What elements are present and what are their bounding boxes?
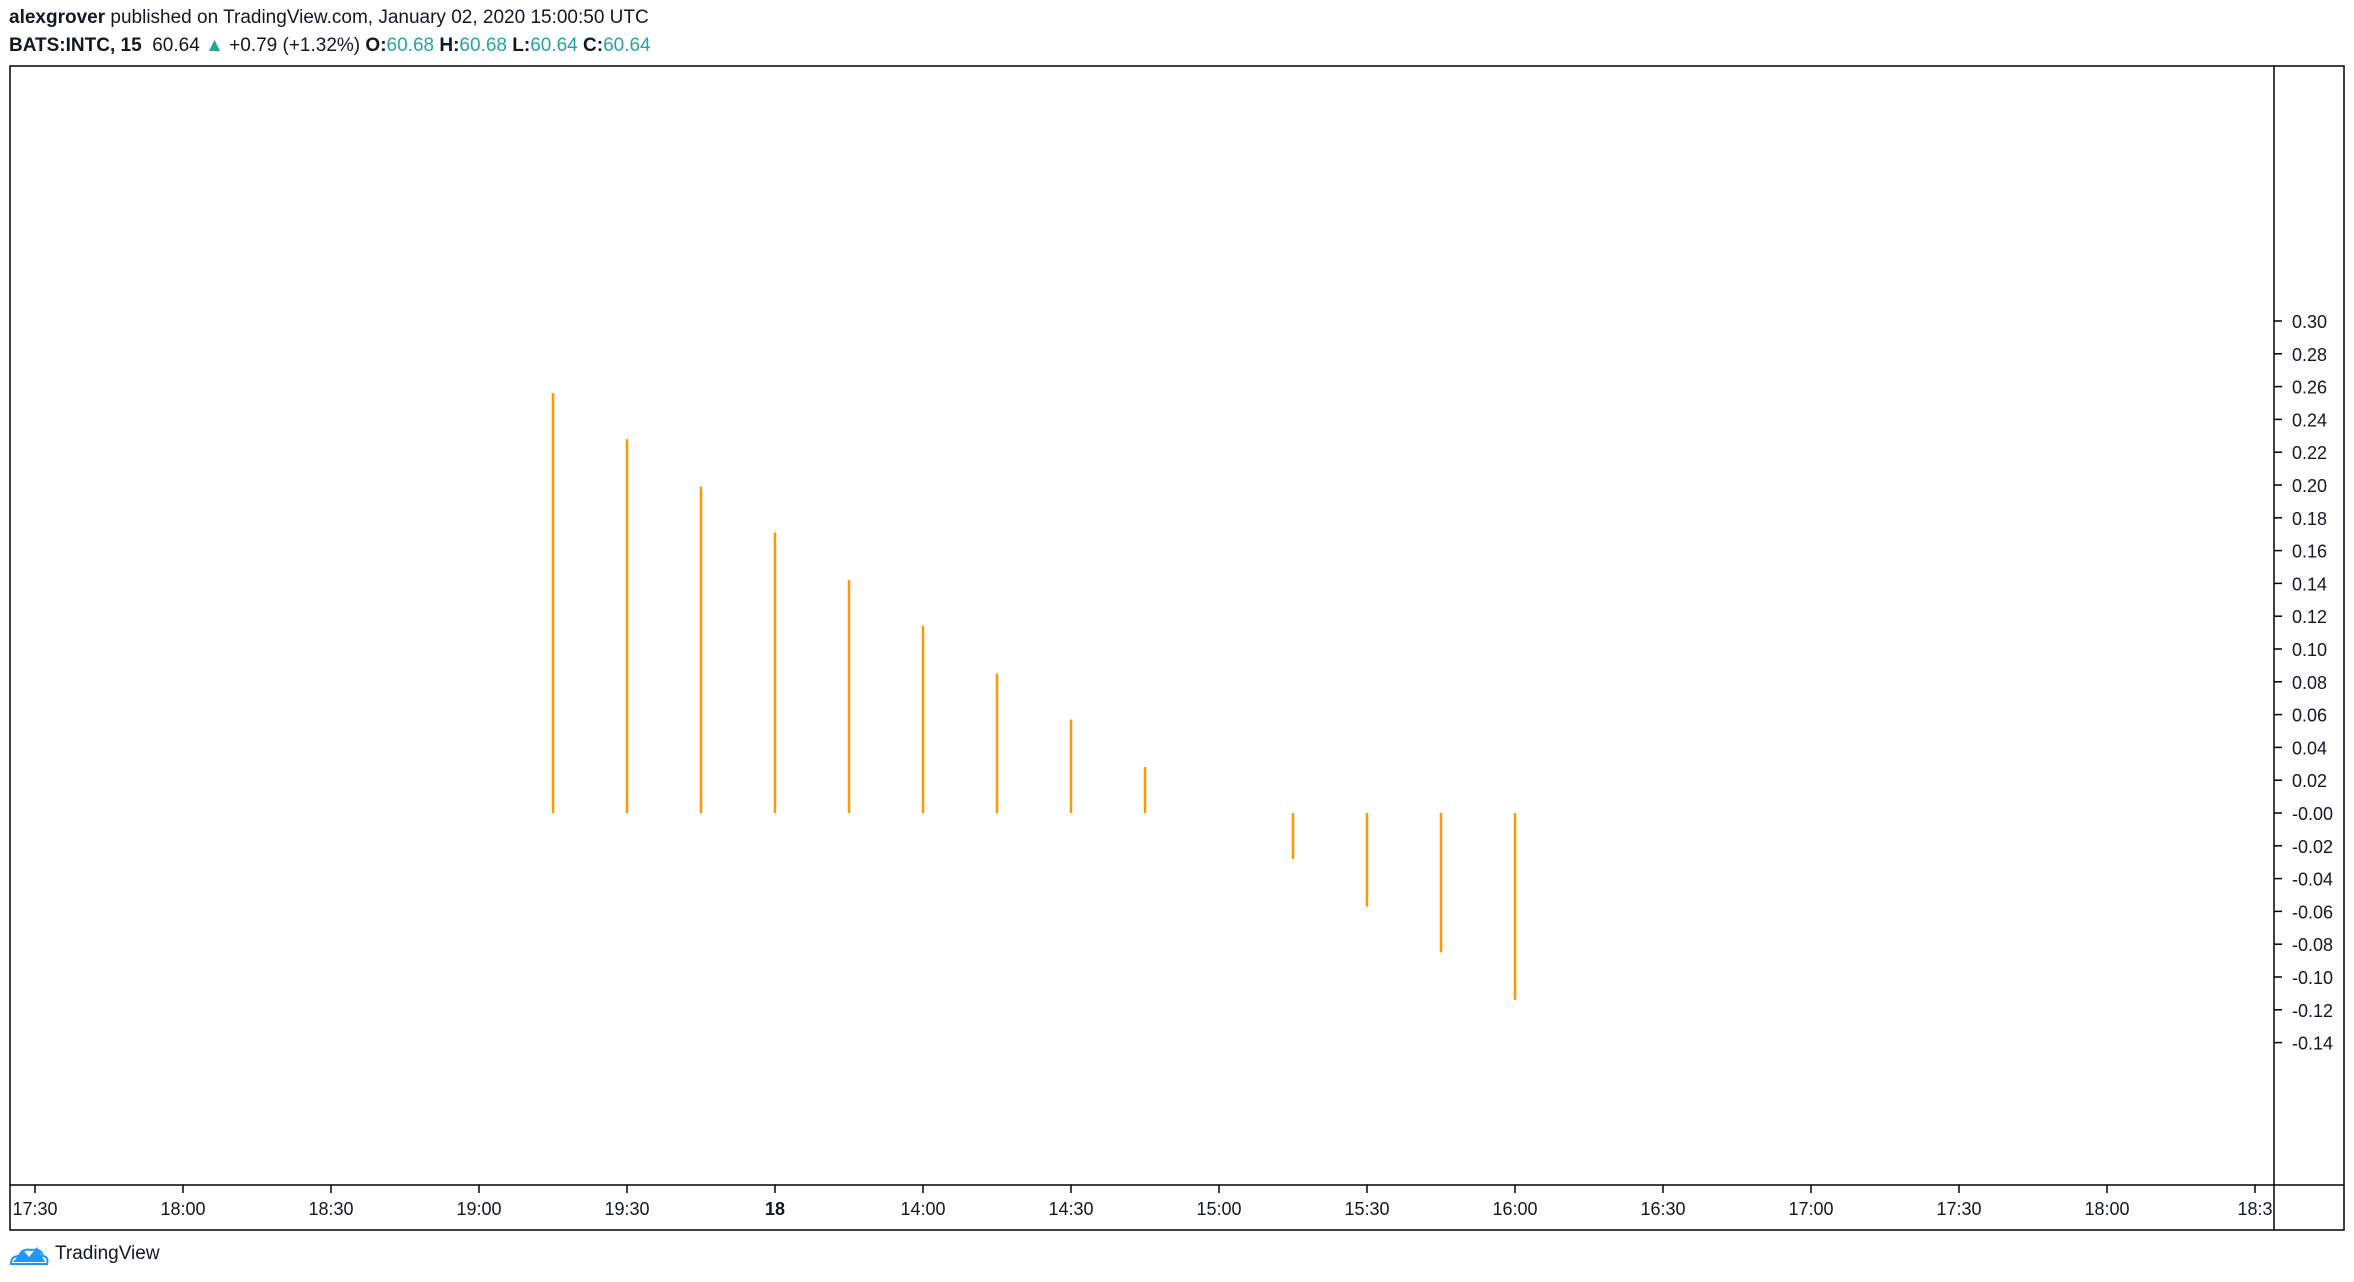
price-tick-label: -0.00 (2292, 804, 2333, 824)
brand-name: TradingView (55, 1243, 160, 1264)
low-label: L: (512, 35, 531, 56)
close-value: 60.64 (603, 35, 651, 56)
time-tick-label: 16:00 (1492, 1199, 1537, 1219)
chart-frame (9, 65, 2345, 1231)
price-axis[interactable]: 0.30 0.28 0.26 0.24 0.22 0.20 0.18 0.16 0.14 0.12… (2274, 312, 2333, 1054)
price-tick-label: 0.04 (2292, 738, 2327, 758)
time-tick-label: 18:00 (2084, 1199, 2129, 1219)
price-tick-label: -0.10 (2292, 968, 2333, 988)
price-tick-label: 0.18 (2292, 509, 2327, 529)
triangle-up-icon: ▲ (205, 35, 224, 56)
time-tick-label: 18:3 (2237, 1199, 2272, 1219)
footer-brand[interactable]: TradingView (9, 1242, 160, 1266)
published-text: published on TradingView.com, January 02… (110, 7, 649, 28)
time-tick-label: 16:30 (1640, 1199, 1685, 1219)
symbol-label[interactable]: BATS:INTC, 15 (9, 35, 142, 56)
price-tick-label: -0.08 (2292, 935, 2333, 955)
price-tick-label: 0.06 (2292, 706, 2327, 726)
high-label: H: (439, 35, 460, 56)
time-tick-label: 15:00 (1196, 1199, 1241, 1219)
chart-header: alexgrover published on TradingView.com,… (9, 4, 651, 60)
price-change: +0.79 (+1.32%) (229, 35, 361, 56)
price-tick-label: -0.06 (2292, 902, 2333, 922)
price-tick-label: -0.04 (2292, 870, 2333, 890)
publisher-name[interactable]: alexgrover (9, 7, 106, 28)
open-value: 60.68 (386, 35, 435, 56)
time-tick-label: 17:30 (1936, 1199, 1981, 1219)
high-value: 60.68 (459, 35, 507, 56)
time-tick-label: 18 (765, 1199, 785, 1219)
time-axis[interactable]: 17:30 18:00 18:30 19:00 19:30 18 14:00 14:30 15:… (12, 1185, 2273, 1219)
time-tick-label: 18:00 (160, 1199, 205, 1219)
time-tick-label: 14:00 (900, 1199, 945, 1219)
open-label: O: (365, 35, 387, 56)
time-tick-label: 15:30 (1344, 1199, 1389, 1219)
time-tick-label: 19:30 (604, 1199, 649, 1219)
close-label: C: (583, 35, 604, 56)
time-tick-label: 19:00 (456, 1199, 501, 1219)
price-tick-label: 0.10 (2292, 640, 2327, 660)
price-tick-label: -0.14 (2292, 1034, 2333, 1054)
price-tick-label: 0.30 (2292, 312, 2327, 332)
time-tick-label: 17:30 (12, 1199, 57, 1219)
price-tick-label: -0.02 (2292, 837, 2333, 857)
price-tick-label: 0.12 (2292, 607, 2327, 627)
time-tick-label: 14:30 (1048, 1199, 1093, 1219)
price-tick-label: 0.02 (2292, 771, 2327, 791)
price-tick-label: 0.16 (2292, 542, 2327, 562)
time-tick-label: 17:00 (1788, 1199, 1833, 1219)
price-tick-label: 0.24 (2292, 410, 2327, 430)
price-tick-label: 0.20 (2292, 476, 2327, 496)
time-tick-label: 18:30 (308, 1199, 353, 1219)
price-tick-label: 0.28 (2292, 345, 2327, 365)
publish-line: alexgrover published on TradingView.com,… (9, 4, 651, 32)
price-tick-label: -0.12 (2292, 1001, 2333, 1021)
low-value: 60.64 (530, 35, 578, 56)
histogram-bars (551, 393, 1517, 1000)
price-tick-label: 0.14 (2292, 574, 2327, 594)
tradingview-cloud-icon (9, 1247, 49, 1265)
last-price: 60.64 (152, 35, 200, 56)
price-tick-label: 0.22 (2292, 443, 2327, 463)
price-tick-label: 0.26 (2292, 378, 2327, 398)
price-tick-label: 0.08 (2292, 673, 2327, 693)
ohlc-legend: BATS:INTC, 15 60.64 ▲ +0.79 (+1.32%) O:6… (9, 32, 651, 60)
